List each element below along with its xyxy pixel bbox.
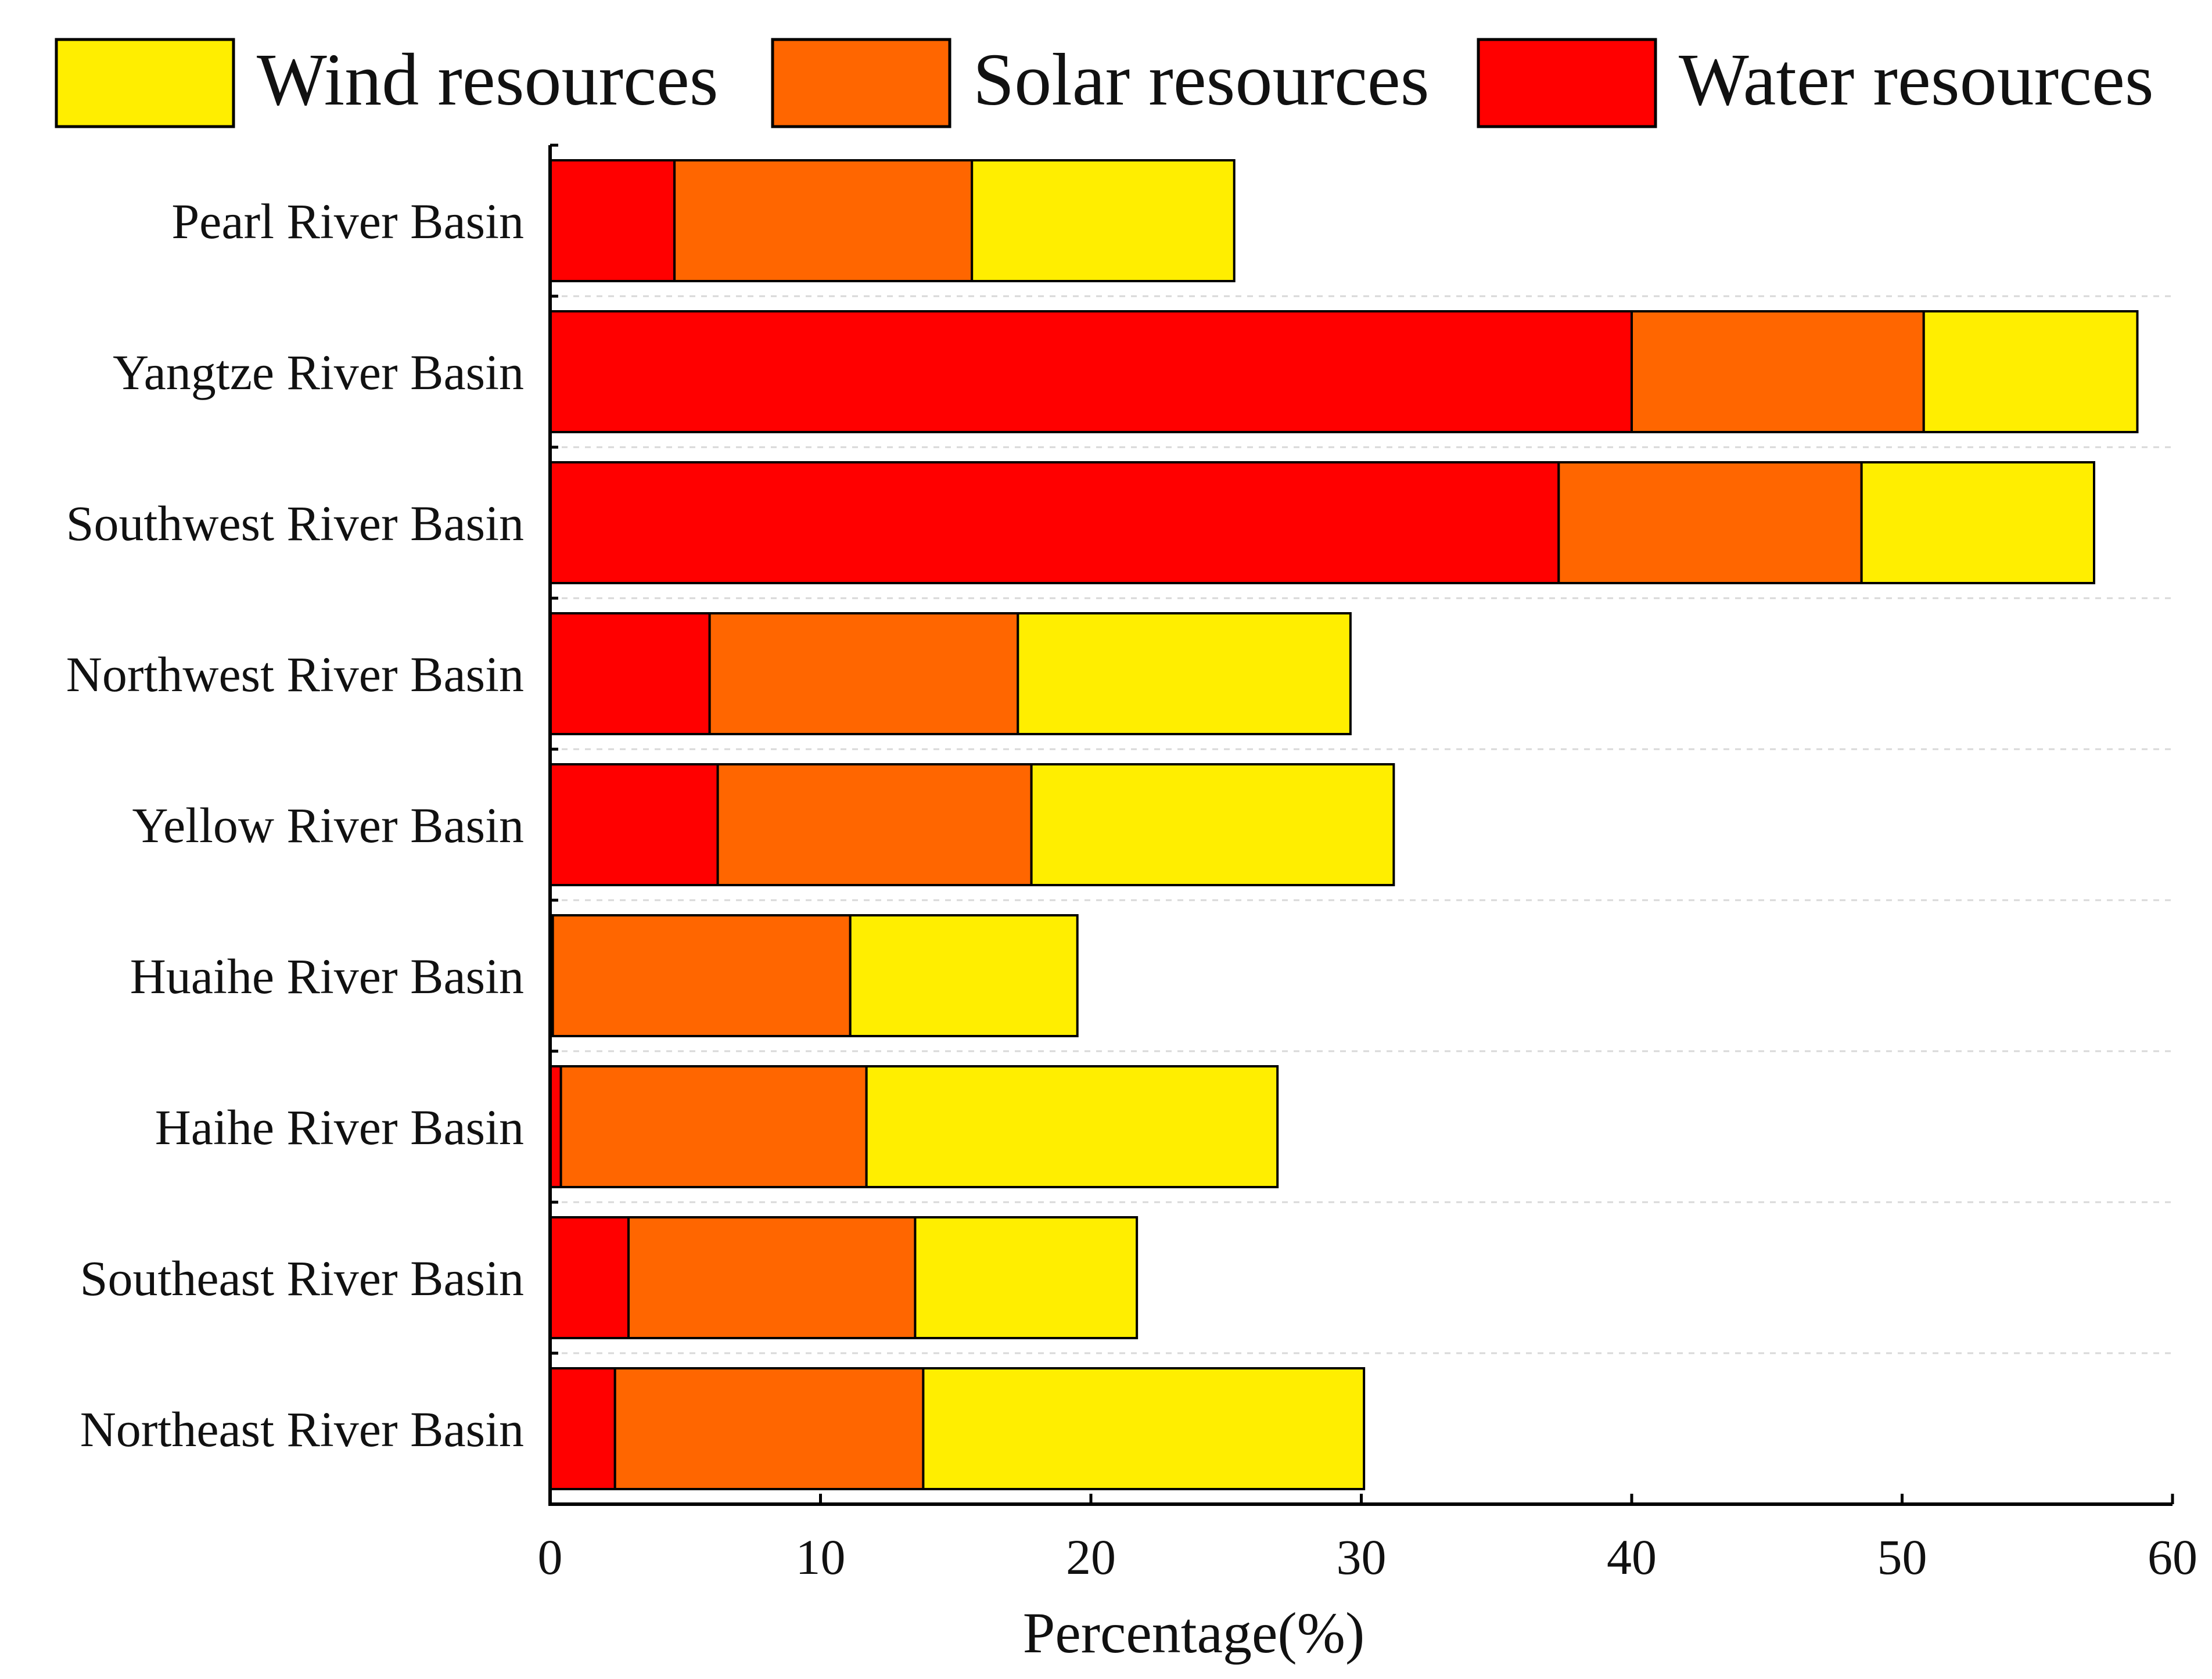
bar-segment — [1017, 612, 1352, 735]
bar-segment — [551, 914, 852, 1037]
bar-segment — [1030, 763, 1395, 886]
bar-segment — [849, 914, 1079, 1037]
bar-segment — [613, 1367, 925, 1490]
bar-segment — [1631, 310, 1925, 433]
bar-segment — [914, 1216, 1139, 1339]
x-tick-label: 60 — [2148, 1529, 2197, 1585]
bar-segment — [1922, 310, 2139, 433]
legend-label: Wind resources — [257, 38, 719, 121]
bars — [549, 159, 2139, 1490]
legend-label: Water resources — [1679, 38, 2154, 121]
bar-segment — [549, 763, 719, 886]
bar-segment — [549, 1216, 630, 1339]
bar-segment — [971, 159, 1236, 282]
legend: Wind resources Solar resources Water resou… — [55, 38, 2154, 128]
x-tick-label: 40 — [1607, 1529, 1657, 1585]
x-tick-label: 20 — [1066, 1529, 1116, 1585]
y-tick-label: Yellow River Basin — [132, 797, 524, 853]
bar-segment — [922, 1367, 1366, 1490]
x-ticks: 0 10 20 30 40 50 60 — [538, 1494, 2197, 1585]
bar-segment — [716, 763, 1033, 886]
bar-segment — [673, 159, 974, 282]
x-tick-label: 10 — [796, 1529, 846, 1585]
bar-segment — [1557, 461, 1863, 584]
bar-segment — [627, 1216, 917, 1339]
bar-segment — [549, 159, 676, 282]
y-tick-label: Northeast River Basin — [80, 1401, 524, 1457]
legend-swatch — [771, 38, 951, 128]
y-tick-label: Haihe River Basin — [155, 1099, 524, 1155]
bar-segment — [708, 612, 1019, 735]
legend-swatch — [55, 38, 235, 128]
bar-segment — [865, 1065, 1279, 1188]
bar-segment — [549, 310, 1633, 433]
x-tick-label: 30 — [1337, 1529, 1387, 1585]
y-tick-label: Pearl River Basin — [171, 193, 524, 249]
y-tick-label: Huaihe River Basin — [130, 948, 524, 1004]
x-tick-label: 50 — [1877, 1529, 1927, 1585]
y-tick-label: Yangtze River Basin — [113, 344, 524, 400]
bar-segment — [549, 461, 1560, 584]
bar-segment — [1860, 461, 2096, 584]
x-tick-label: 0 — [538, 1529, 563, 1585]
y-tick-label: Southeast River Basin — [80, 1250, 524, 1306]
bar-segment — [549, 1367, 616, 1490]
y-tick-label: Southwest River Basin — [66, 495, 524, 551]
y-tick-label: Northwest River Basin — [66, 646, 524, 702]
bar-segment — [559, 1065, 868, 1188]
bar-segment — [549, 612, 711, 735]
legend-label: Solar resources — [973, 38, 1430, 121]
legend-swatch — [1477, 38, 1657, 128]
x-axis-label: Percentage(%) — [1023, 1601, 1365, 1665]
y-tick-labels: Pearl River Basin Yangtze River Basin Sout… — [66, 193, 524, 1457]
